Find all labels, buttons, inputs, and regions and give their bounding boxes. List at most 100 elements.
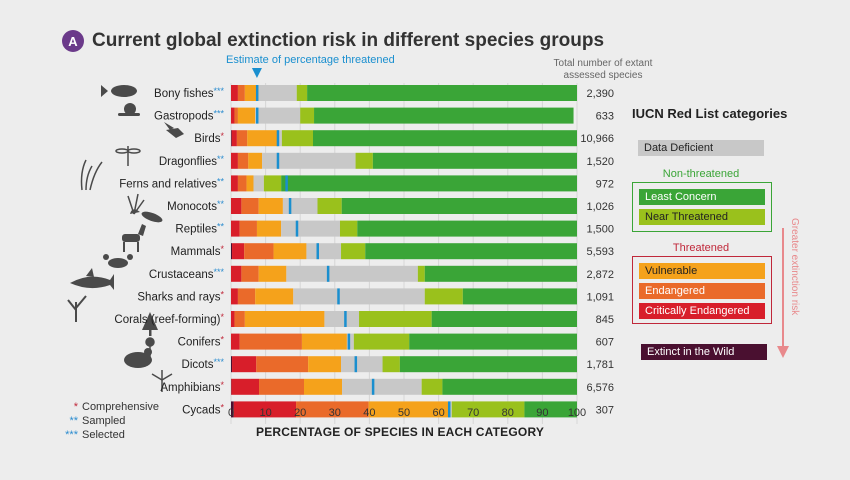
x-tick-label: 70: [467, 407, 479, 419]
note-comprehensive: * Comprehensive: [56, 400, 159, 414]
chart-header: A Current global extinction risk in diff…: [62, 30, 604, 52]
bar-segment-lc: [341, 198, 577, 214]
bar-segment-vu: [248, 152, 263, 169]
bar-segment-cr: [231, 378, 260, 395]
lizard-icon: [130, 209, 163, 223]
category-label: Reptiles**: [175, 222, 224, 236]
bar-segment-ew: [231, 130, 232, 147]
bar-segment-en: [241, 198, 259, 214]
legend-non-threatened-heading: Non-threatened: [662, 168, 740, 180]
legend-data-deficient: Data Deficient: [638, 140, 764, 156]
bar-segment-nt: [300, 107, 315, 124]
estimate-marker: [347, 333, 351, 350]
bar-segment-dd: [341, 356, 383, 373]
bar-segment-lc: [357, 220, 577, 237]
bar-segment-dd: [262, 152, 356, 169]
bar-segment-vu: [244, 85, 259, 101]
bar-segment-en: [296, 401, 369, 418]
note-text: Sampled: [82, 415, 126, 427]
bar-segment-ew: [231, 401, 234, 418]
bar-segment-cr: [231, 130, 237, 147]
bar-segment-en: [234, 311, 245, 327]
bar-segment-cr: [232, 243, 245, 260]
estimate-marker: [255, 85, 259, 101]
category-labels: Bony fishes*** Gastropods*** Birds* Dragonf…: [114, 86, 224, 416]
total-values: 2,390 633 10,966 1,520 972 1,026 1,500 5,593 2,8…: [580, 88, 614, 416]
bar-segment-vu: [304, 378, 343, 395]
conifer-icon: [142, 312, 158, 336]
risk-arrow: [777, 228, 789, 358]
estimate-marker: [337, 288, 340, 305]
bar-segment-dd: [342, 378, 422, 395]
chart-bars: [231, 85, 577, 418]
bar-segment-dd: [293, 288, 425, 305]
category-label: Ferns and relatives**: [119, 176, 224, 190]
bar-segment-vu: [368, 401, 449, 418]
bar-segment-vu: [258, 265, 287, 282]
x-tick-label: 80: [502, 407, 514, 419]
x-tick-label: 0: [228, 407, 234, 419]
x-tick-label: 30: [329, 407, 341, 419]
total-value: 5,593: [586, 246, 614, 258]
bar-segment-nt: [417, 265, 425, 282]
estimate-marker: [288, 198, 292, 214]
deer-icon: [122, 224, 146, 252]
bar-segment-dd: [324, 311, 360, 327]
bar-segment-nt: [451, 401, 525, 418]
bar-segment-dd: [255, 107, 301, 124]
bar-segment-dd: [282, 198, 318, 214]
frog-icon: [124, 348, 152, 368]
category-label: Conifers*: [178, 335, 225, 349]
bar-segment-nt: [281, 130, 314, 147]
bar-segment-nt: [359, 311, 432, 327]
total-column-header: Total number of extant assessed species: [553, 58, 653, 81]
bar-segment-nt: [296, 85, 308, 101]
x-tick-label: 100: [568, 407, 586, 419]
legend-near-threatened: Near Threatened: [639, 209, 765, 225]
bar-segment-cr: [231, 152, 238, 169]
bar-segment-nt: [355, 152, 373, 169]
estimate-marker: [276, 152, 280, 169]
bar-segment-lc: [372, 152, 577, 169]
bar-segment-lc: [313, 130, 577, 147]
bar-segment-en: [241, 265, 259, 282]
estimate-marker: [276, 130, 280, 147]
bar-segment-ew: [231, 356, 233, 373]
bar-segment-vu: [237, 107, 256, 124]
bar-segment-en: [236, 130, 248, 147]
bar-segment-vu: [244, 311, 325, 327]
category-label: Dragonflies**: [159, 154, 225, 168]
category-label: Crustaceans***: [149, 267, 225, 281]
bar-segment-en: [237, 175, 247, 192]
total-value: 1,026: [586, 201, 614, 213]
bar-segment-vu: [246, 175, 254, 192]
bird-icon: [164, 122, 184, 138]
bar-segment-dd: [286, 265, 418, 282]
bar-segment-en: [239, 220, 257, 237]
x-tick-label: 90: [536, 407, 548, 419]
bar-segment-en: [237, 85, 245, 101]
total-value: 633: [596, 111, 614, 123]
estimate-marker: [255, 107, 259, 124]
bar-segment-vu: [258, 198, 283, 214]
note-stars: **: [69, 415, 78, 427]
bar-segment-vu: [247, 130, 279, 147]
estimate-marker: [447, 401, 451, 418]
legend-vulnerable: Vulnerable: [639, 263, 765, 279]
category-label: Corals (reef-forming)*: [114, 312, 224, 326]
legend-endangered: Endangered: [639, 283, 765, 299]
legend-threatened-heading: Threatened: [672, 242, 730, 254]
bar-segment-vu: [255, 288, 294, 305]
category-label: Mammals*: [171, 244, 225, 258]
crab-icon: [103, 254, 133, 268]
estimate-marker: [326, 265, 330, 282]
bar-segment-en: [234, 107, 238, 124]
estimate-marker: [316, 243, 319, 260]
bar-segment-dd: [253, 175, 264, 192]
total-value: 1,781: [586, 359, 614, 371]
bar-segment-nt: [341, 243, 366, 260]
bar-segment-dd: [258, 85, 297, 101]
total-value: 1,500: [586, 224, 614, 236]
bar-segment-nt: [382, 356, 400, 373]
